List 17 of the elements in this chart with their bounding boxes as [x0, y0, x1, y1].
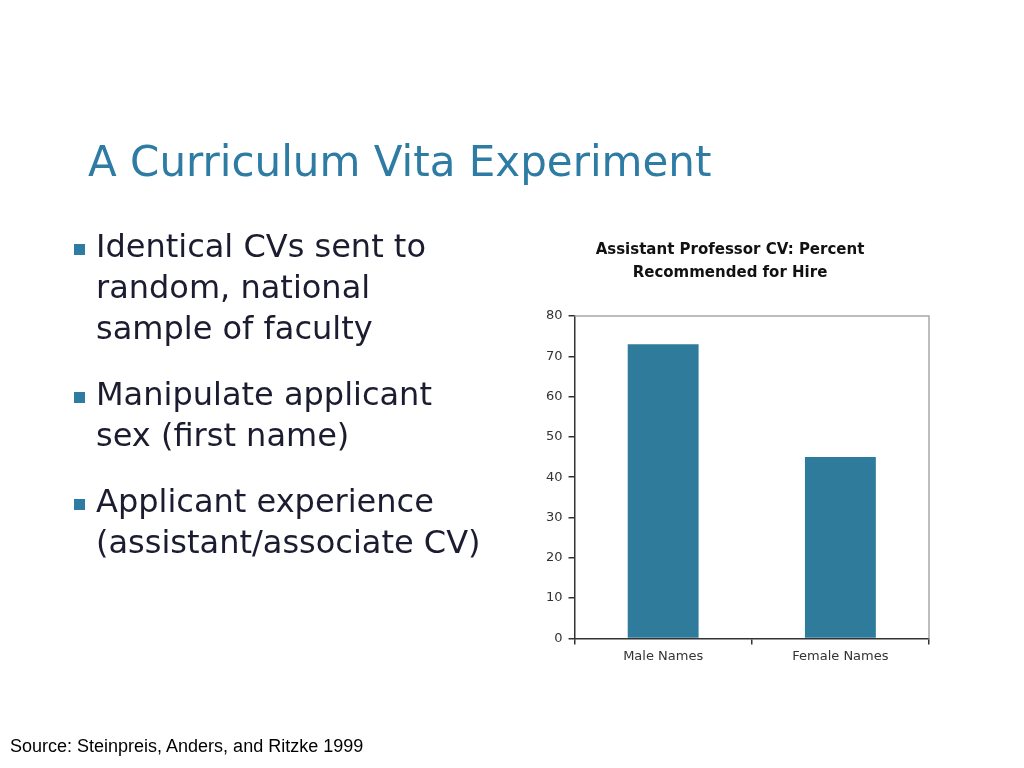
y-tick-label: 10	[546, 589, 563, 605]
y-tick-label: 20	[546, 549, 563, 565]
chart-subtitle: Assistant Professor CV: Percent Recommended for Hire	[594, 239, 866, 283]
source-note: Source: Steinpreis, Anders, and Ritzke 1999	[10, 736, 364, 757]
y-tick-label: 70	[546, 347, 563, 363]
y-tick-label: 30	[546, 508, 563, 524]
text: Applicant experience (assistant/associate CV)	[96, 481, 482, 563]
text: Identical CVs sent to random, national sample of faculty	[96, 226, 427, 349]
text: Manipulate applicant sex (first name)	[96, 374, 433, 456]
chart-title: A Curriculum Vita Experiment	[88, 136, 712, 188]
x-tick-label: Female Names	[792, 647, 889, 663]
y-tick-label: 60	[546, 387, 563, 403]
y-tick-label: 40	[546, 468, 563, 484]
y-tick-label: 50	[546, 428, 563, 444]
y-tick-label: 0	[554, 629, 563, 645]
y-tick-label: 80	[546, 307, 563, 323]
x-tick-label: Male Names	[623, 647, 704, 663]
